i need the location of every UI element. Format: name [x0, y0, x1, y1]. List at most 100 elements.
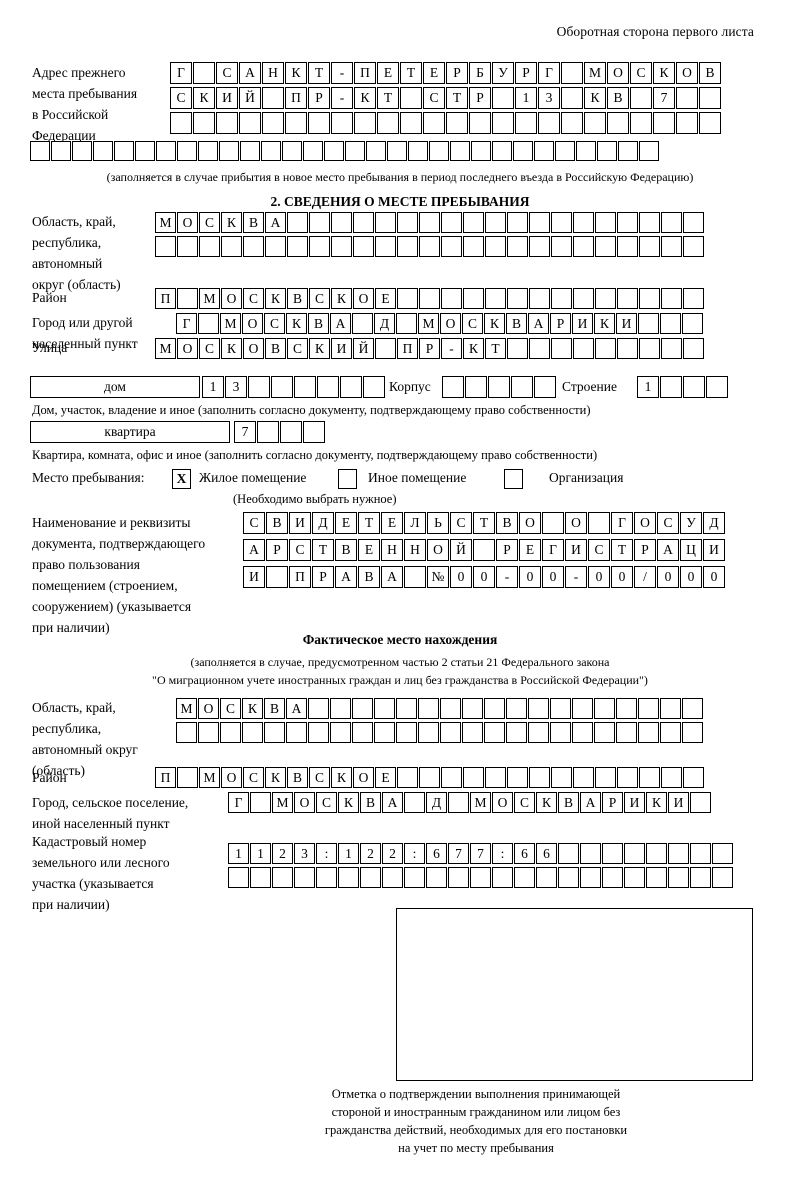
char-cell[interactable]: Л — [404, 512, 426, 534]
char-cell[interactable] — [660, 313, 681, 334]
char-cell[interactable]: С — [423, 87, 445, 109]
char-cell[interactable] — [660, 698, 681, 719]
char-cell[interactable]: В — [558, 792, 579, 813]
char-cell[interactable] — [177, 141, 197, 161]
char-cell[interactable] — [177, 236, 198, 257]
char-cell[interactable] — [375, 212, 396, 233]
char-cell[interactable] — [551, 212, 572, 233]
char-cell[interactable] — [492, 87, 514, 109]
char-cell[interactable] — [265, 236, 286, 257]
char-cell[interactable]: Ь — [427, 512, 449, 534]
char-cell[interactable] — [660, 722, 681, 743]
char-cell[interactable] — [198, 141, 218, 161]
char-cell[interactable]: 2 — [272, 843, 293, 864]
char-cell[interactable] — [156, 141, 176, 161]
char-cell[interactable]: И — [216, 87, 238, 109]
char-cell[interactable] — [397, 212, 418, 233]
char-cell[interactable]: С — [514, 792, 535, 813]
char-cell[interactable]: И — [624, 792, 645, 813]
char-cell[interactable] — [262, 112, 284, 134]
char-cell[interactable]: 0 — [519, 566, 541, 588]
char-cell[interactable]: В — [607, 87, 629, 109]
char-cell[interactable] — [588, 512, 610, 534]
char-cell[interactable] — [630, 112, 652, 134]
char-cell[interactable] — [699, 112, 721, 134]
char-cell[interactable] — [683, 376, 705, 398]
char-cell[interactable] — [617, 236, 638, 257]
char-cell[interactable]: Г — [170, 62, 192, 84]
char-cell[interactable]: 7 — [448, 843, 469, 864]
char-cell[interactable] — [377, 112, 399, 134]
char-cell[interactable]: К — [331, 767, 352, 788]
char-cell[interactable]: К — [594, 313, 615, 334]
char-cell[interactable]: - — [565, 566, 587, 588]
char-cell[interactable] — [219, 141, 239, 161]
char-cell[interactable]: 3 — [225, 376, 247, 398]
char-cell[interactable]: С — [199, 212, 220, 233]
char-cell[interactable] — [340, 376, 362, 398]
char-cell[interactable]: К — [584, 87, 606, 109]
char-cell[interactable] — [668, 843, 689, 864]
char-cell[interactable]: К — [463, 338, 484, 359]
char-cell[interactable]: Р — [550, 313, 571, 334]
char-cell[interactable] — [363, 376, 385, 398]
char-cell[interactable] — [303, 141, 323, 161]
char-cell[interactable] — [450, 141, 470, 161]
char-cell[interactable]: 7 — [653, 87, 675, 109]
char-cell[interactable]: О — [294, 792, 315, 813]
char-cell[interactable] — [617, 212, 638, 233]
char-cell[interactable]: С — [462, 313, 483, 334]
char-cell[interactable]: / — [634, 566, 656, 588]
char-cell[interactable]: К — [354, 87, 376, 109]
char-cell[interactable]: И — [668, 792, 689, 813]
char-cell[interactable]: К — [536, 792, 557, 813]
char-cell[interactable] — [262, 87, 284, 109]
checkbox-other-premises[interactable] — [338, 469, 357, 489]
char-cell[interactable] — [617, 767, 638, 788]
char-cell[interactable] — [558, 867, 579, 888]
char-cell[interactable]: С — [309, 288, 330, 309]
char-cell[interactable]: Й — [450, 539, 472, 561]
char-cell[interactable] — [507, 236, 528, 257]
char-cell[interactable] — [221, 236, 242, 257]
char-cell[interactable]: С — [588, 539, 610, 561]
char-cell[interactable] — [550, 722, 571, 743]
char-cell[interactable] — [448, 792, 469, 813]
char-cell[interactable] — [492, 867, 513, 888]
char-cell[interactable] — [488, 376, 510, 398]
char-cell[interactable] — [345, 141, 365, 161]
char-cell[interactable] — [448, 867, 469, 888]
char-cell[interactable]: М — [155, 338, 176, 359]
char-cell[interactable]: К — [221, 338, 242, 359]
char-cell[interactable] — [308, 722, 329, 743]
char-cell[interactable]: О — [177, 338, 198, 359]
char-cell[interactable]: М — [418, 313, 439, 334]
char-cell[interactable] — [441, 212, 462, 233]
char-cell[interactable]: М — [155, 212, 176, 233]
char-cell[interactable]: С — [287, 338, 308, 359]
char-cell[interactable]: 6 — [536, 843, 557, 864]
char-cell[interactable] — [683, 236, 704, 257]
char-cell[interactable] — [408, 141, 428, 161]
char-cell[interactable] — [584, 112, 606, 134]
char-cell[interactable] — [690, 843, 711, 864]
char-cell[interactable] — [250, 867, 271, 888]
char-cell[interactable] — [441, 767, 462, 788]
char-cell[interactable]: С — [289, 539, 311, 561]
char-cell[interactable] — [506, 698, 527, 719]
char-cell[interactable] — [404, 867, 425, 888]
char-cell[interactable] — [30, 141, 50, 161]
char-cell[interactable] — [485, 236, 506, 257]
char-cell[interactable] — [595, 288, 616, 309]
char-cell[interactable] — [404, 566, 426, 588]
char-cell[interactable]: - — [441, 338, 462, 359]
char-cell[interactable] — [387, 141, 407, 161]
char-cell[interactable]: П — [354, 62, 376, 84]
char-cell[interactable]: 3 — [294, 843, 315, 864]
char-cell[interactable] — [423, 112, 445, 134]
char-cell[interactable] — [463, 236, 484, 257]
char-cell[interactable] — [463, 212, 484, 233]
char-cell[interactable] — [375, 338, 396, 359]
char-cell[interactable]: Е — [377, 62, 399, 84]
char-cell[interactable]: О — [221, 288, 242, 309]
